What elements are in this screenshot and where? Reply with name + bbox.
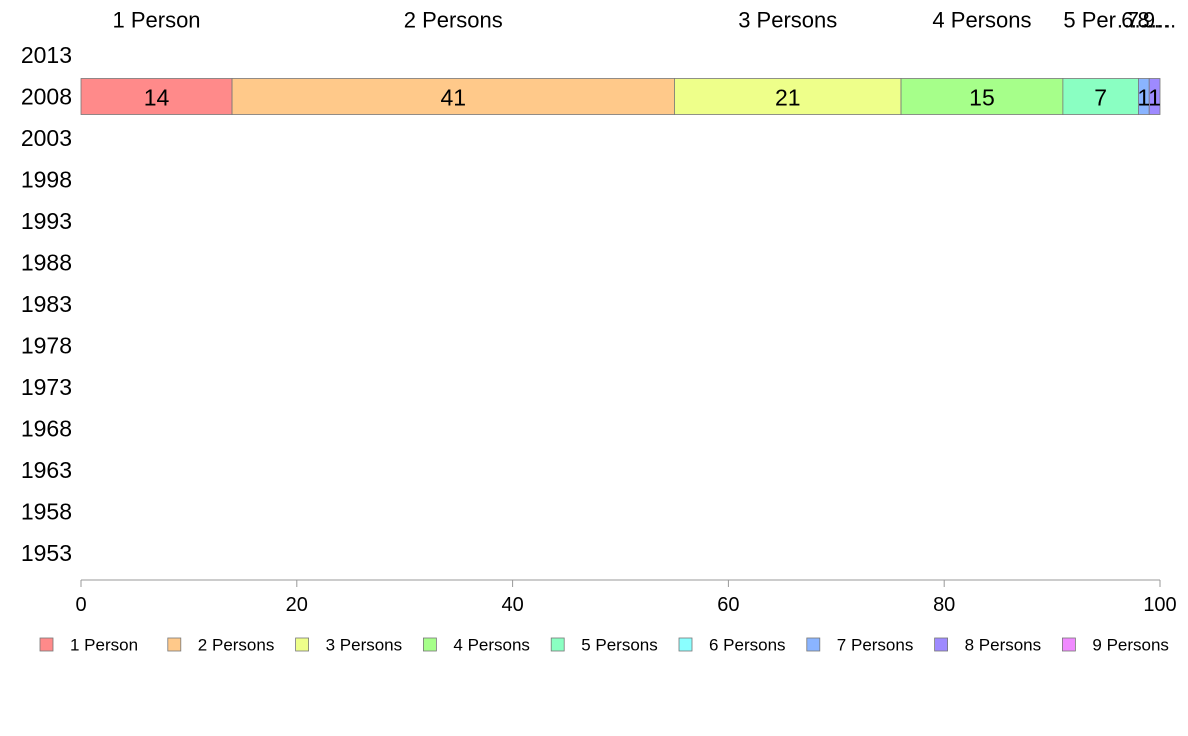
y-category-label: 1978 (21, 333, 72, 359)
legend-swatch (550, 637, 565, 652)
bar-segment (231, 78, 675, 115)
bar-value-label: 14 (144, 85, 170, 111)
legend-label: 7 Persons (837, 636, 914, 655)
category-top-label: 2 Persons (404, 8, 503, 33)
y-category-label: 1993 (21, 208, 72, 234)
category-top-label: 6… (1121, 8, 1155, 33)
legend-swatch (806, 637, 821, 652)
legend-swatch (167, 637, 182, 652)
bar-value-label: 1 (1137, 85, 1150, 111)
bar-segment (674, 78, 902, 115)
legend-swatch (934, 637, 948, 652)
y-category-label: 1968 (21, 416, 72, 442)
legend-label: 2 Persons (198, 636, 275, 655)
x-tick-label: 0 (75, 594, 86, 616)
y-category-label: 2008 (21, 84, 72, 110)
bar-segment (1062, 78, 1139, 115)
bar-segment (1148, 78, 1161, 115)
legend-swatch (295, 637, 310, 652)
x-tick-label: 40 (501, 594, 523, 616)
y-category-label: 1963 (21, 457, 72, 483)
legend-swatch (39, 637, 54, 652)
category-top-label: 8… (1137, 8, 1171, 33)
category-top-label: 1 Person (112, 8, 200, 33)
category-top-label: 3 Persons (738, 8, 837, 33)
bar-value-label: 21 (775, 85, 801, 111)
legend-label: 3 Persons (326, 636, 403, 655)
legend-label: 8 Persons (965, 636, 1042, 655)
category-top-label: 9… (1143, 8, 1177, 33)
category-top-label: 7… (1127, 8, 1161, 33)
legend-label: 6 Persons (709, 636, 786, 655)
bar-segment (900, 78, 1064, 115)
bar-value-label: 7 (1094, 85, 1107, 111)
y-category-label: 2003 (21, 125, 72, 151)
y-category-label: 1953 (21, 540, 72, 566)
legend-swatch (422, 637, 437, 652)
bar-value-label: 1 (1148, 85, 1161, 111)
category-top-label: 4 Persons (932, 8, 1031, 33)
y-category-label: 1958 (21, 499, 72, 525)
y-category-label: 1998 (21, 167, 72, 193)
y-category-label: 1988 (21, 250, 72, 276)
bar-value-label: 41 (440, 85, 466, 111)
x-tick-label: 60 (717, 594, 739, 616)
bar-segment (80, 78, 233, 115)
legend-label: 9 Persons (1092, 636, 1169, 655)
legend-swatch (678, 637, 693, 652)
x-tick-label: 80 (933, 594, 955, 616)
legend-swatch (1062, 637, 1076, 652)
category-top-label: 5 Per… (1063, 8, 1138, 33)
x-tick-label: 100 (1143, 594, 1176, 616)
legend-label: 4 Persons (453, 636, 530, 655)
legend-label: 5 Persons (581, 636, 658, 655)
bar-value-label: 15 (969, 85, 995, 111)
legend-label: 1 Person (70, 636, 138, 655)
y-category-label: 2013 (21, 42, 72, 68)
y-category-label: 1973 (21, 374, 72, 400)
x-tick-label: 20 (286, 594, 308, 616)
y-category-label: 1983 (21, 291, 72, 317)
